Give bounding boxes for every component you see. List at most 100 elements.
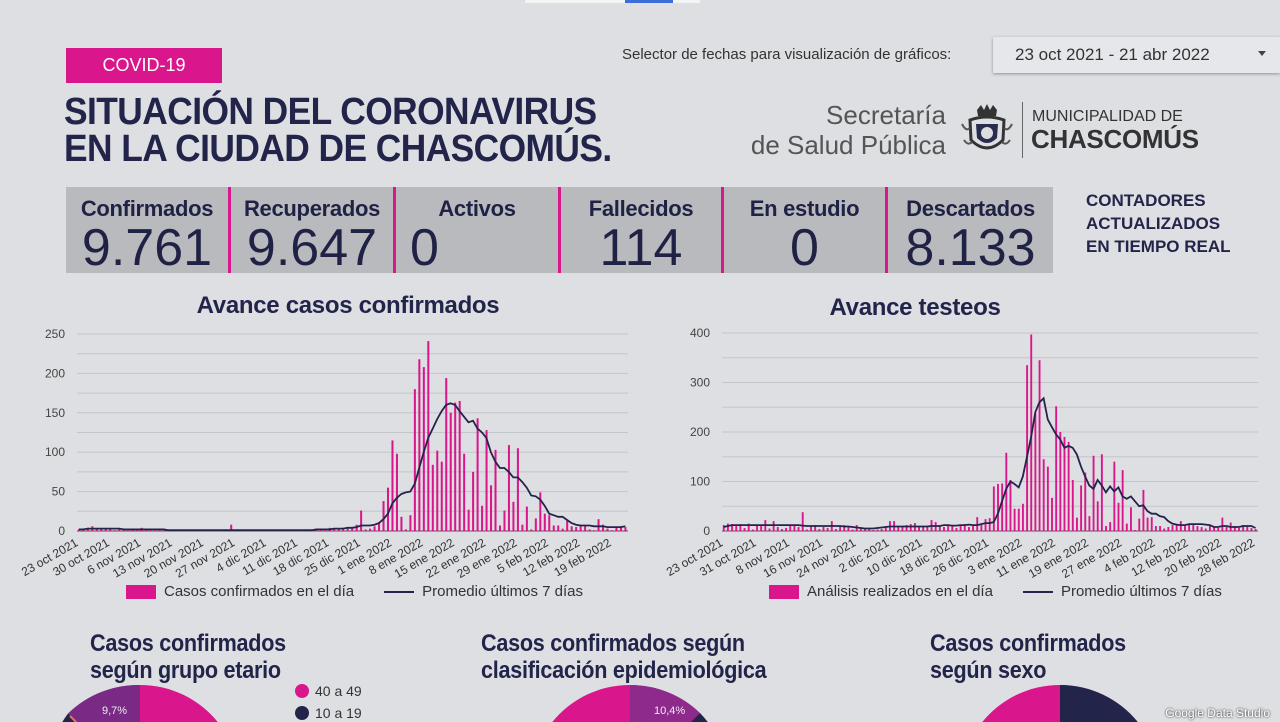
bar: [901, 527, 904, 531]
bar: [1208, 525, 1211, 531]
bar: [739, 524, 742, 531]
bar: [404, 529, 407, 531]
kpi-descartados: Descartados 8.133: [888, 187, 1053, 274]
chascomus-text: CHASCOMÚS: [1031, 124, 1199, 154]
bar: [1233, 526, 1236, 531]
bar: [922, 526, 925, 531]
bar: [351, 527, 354, 531]
bar: [360, 510, 363, 531]
bar: [976, 517, 979, 531]
bar: [481, 505, 484, 531]
bar: [797, 527, 800, 531]
bar: [756, 525, 758, 531]
legend-label: Casos confirmados en el día: [164, 583, 355, 600]
bar: [1109, 522, 1112, 531]
sex-pie: [982, 684, 1138, 722]
legend-swatch-line: [1022, 590, 1053, 593]
age-pie: [62, 684, 218, 722]
bar: [843, 525, 846, 531]
bar: [810, 526, 812, 531]
bar: [1146, 517, 1149, 531]
bar: [980, 525, 983, 531]
bar: [525, 506, 528, 531]
bar: [951, 525, 954, 531]
bar: [1071, 480, 1074, 531]
bar: [726, 523, 729, 531]
bar: [516, 448, 519, 531]
bar: [561, 528, 564, 531]
age-legend-item: 40 a 49: [295, 683, 362, 699]
sex-pie-slice-m[interactable]: [1060, 685, 1138, 722]
bar: [1150, 517, 1153, 531]
counters-note-line: ACTUALIZADOS: [1086, 214, 1221, 233]
bar: [851, 529, 854, 531]
age-pie-slice-other[interactable]: [68, 684, 140, 722]
bar: [897, 526, 900, 531]
covid-badge: COVID-19: [66, 48, 222, 83]
bar: [967, 527, 970, 531]
bar: [485, 430, 488, 531]
bar: [1213, 527, 1215, 531]
legend-confirmados: Casos confirmados en el día Promedio últ…: [126, 583, 583, 600]
bar: [575, 527, 578, 531]
bar: [373, 526, 376, 531]
bar: [507, 445, 510, 531]
bar: [880, 529, 883, 531]
bar: [772, 521, 775, 531]
bar: [436, 450, 439, 531]
bar: [1017, 508, 1020, 531]
bar: [490, 485, 493, 531]
date-range-value: 23 oct 2021 - 21 abr 2022: [1015, 45, 1210, 64]
bar: [413, 389, 416, 531]
avg-line: [723, 396, 1256, 530]
bar: [1055, 406, 1058, 531]
bar: [346, 528, 349, 531]
bar: [445, 378, 448, 531]
bar: [109, 528, 112, 531]
bar: [369, 528, 372, 531]
bar: [118, 529, 121, 531]
date-range-dropdown[interactable]: 23 oct 2021 - 21 abr 2022: [993, 37, 1280, 73]
bar: [1142, 489, 1145, 531]
secretaria-line-2: de Salud Pública: [750, 130, 946, 160]
bar: [905, 525, 908, 531]
bar: [1242, 525, 1245, 531]
bar: [1009, 480, 1012, 531]
title-line: Casos confirmados según: [481, 630, 745, 657]
y-tick-label: 300: [690, 376, 710, 390]
legend-label: Promedio últimos 7 días: [1060, 583, 1222, 600]
title-line-1: SITUACIÓN DEL CORONAVIRUS: [64, 91, 597, 133]
bar: [868, 528, 871, 531]
kpi-en-estudio: En estudio 0: [724, 187, 888, 274]
bar: [751, 529, 754, 531]
epi-chart-title: Casos confirmados según clasificación ep…: [481, 630, 767, 684]
bar: [847, 527, 850, 531]
bar: [781, 529, 783, 531]
bar: [1117, 502, 1120, 531]
bar: [1084, 472, 1087, 531]
top-tab-indicator: [525, 0, 700, 3]
bar: [458, 400, 461, 531]
bar: [610, 530, 613, 531]
bar: [1088, 516, 1091, 531]
counters-note: CONTADORES ACTUALIZADOS EN TIEMPO REAL: [1086, 189, 1231, 258]
bar: [947, 526, 950, 531]
kpi-label: Fallecidos: [588, 196, 694, 221]
bar: [378, 523, 381, 531]
kpi-label: Descartados: [906, 196, 1035, 221]
bar: [539, 492, 542, 531]
bar: [859, 528, 862, 531]
age-chart-title: Casos confirmados según grupo etario: [90, 630, 286, 684]
bar: [440, 461, 443, 531]
bar: [503, 510, 506, 531]
epi-pie-slice-dark[interactable]: [691, 713, 708, 722]
bar: [1188, 524, 1191, 531]
y-tick-label: 0: [703, 524, 710, 538]
legend-label: Análisis realizados en el día: [807, 583, 993, 600]
bar: [431, 464, 434, 531]
bar: [163, 530, 166, 531]
bar: [876, 529, 879, 531]
bar: [400, 516, 403, 531]
epi-pie-slice-10-4[interactable]: [630, 684, 700, 722]
bar: [1192, 525, 1195, 531]
